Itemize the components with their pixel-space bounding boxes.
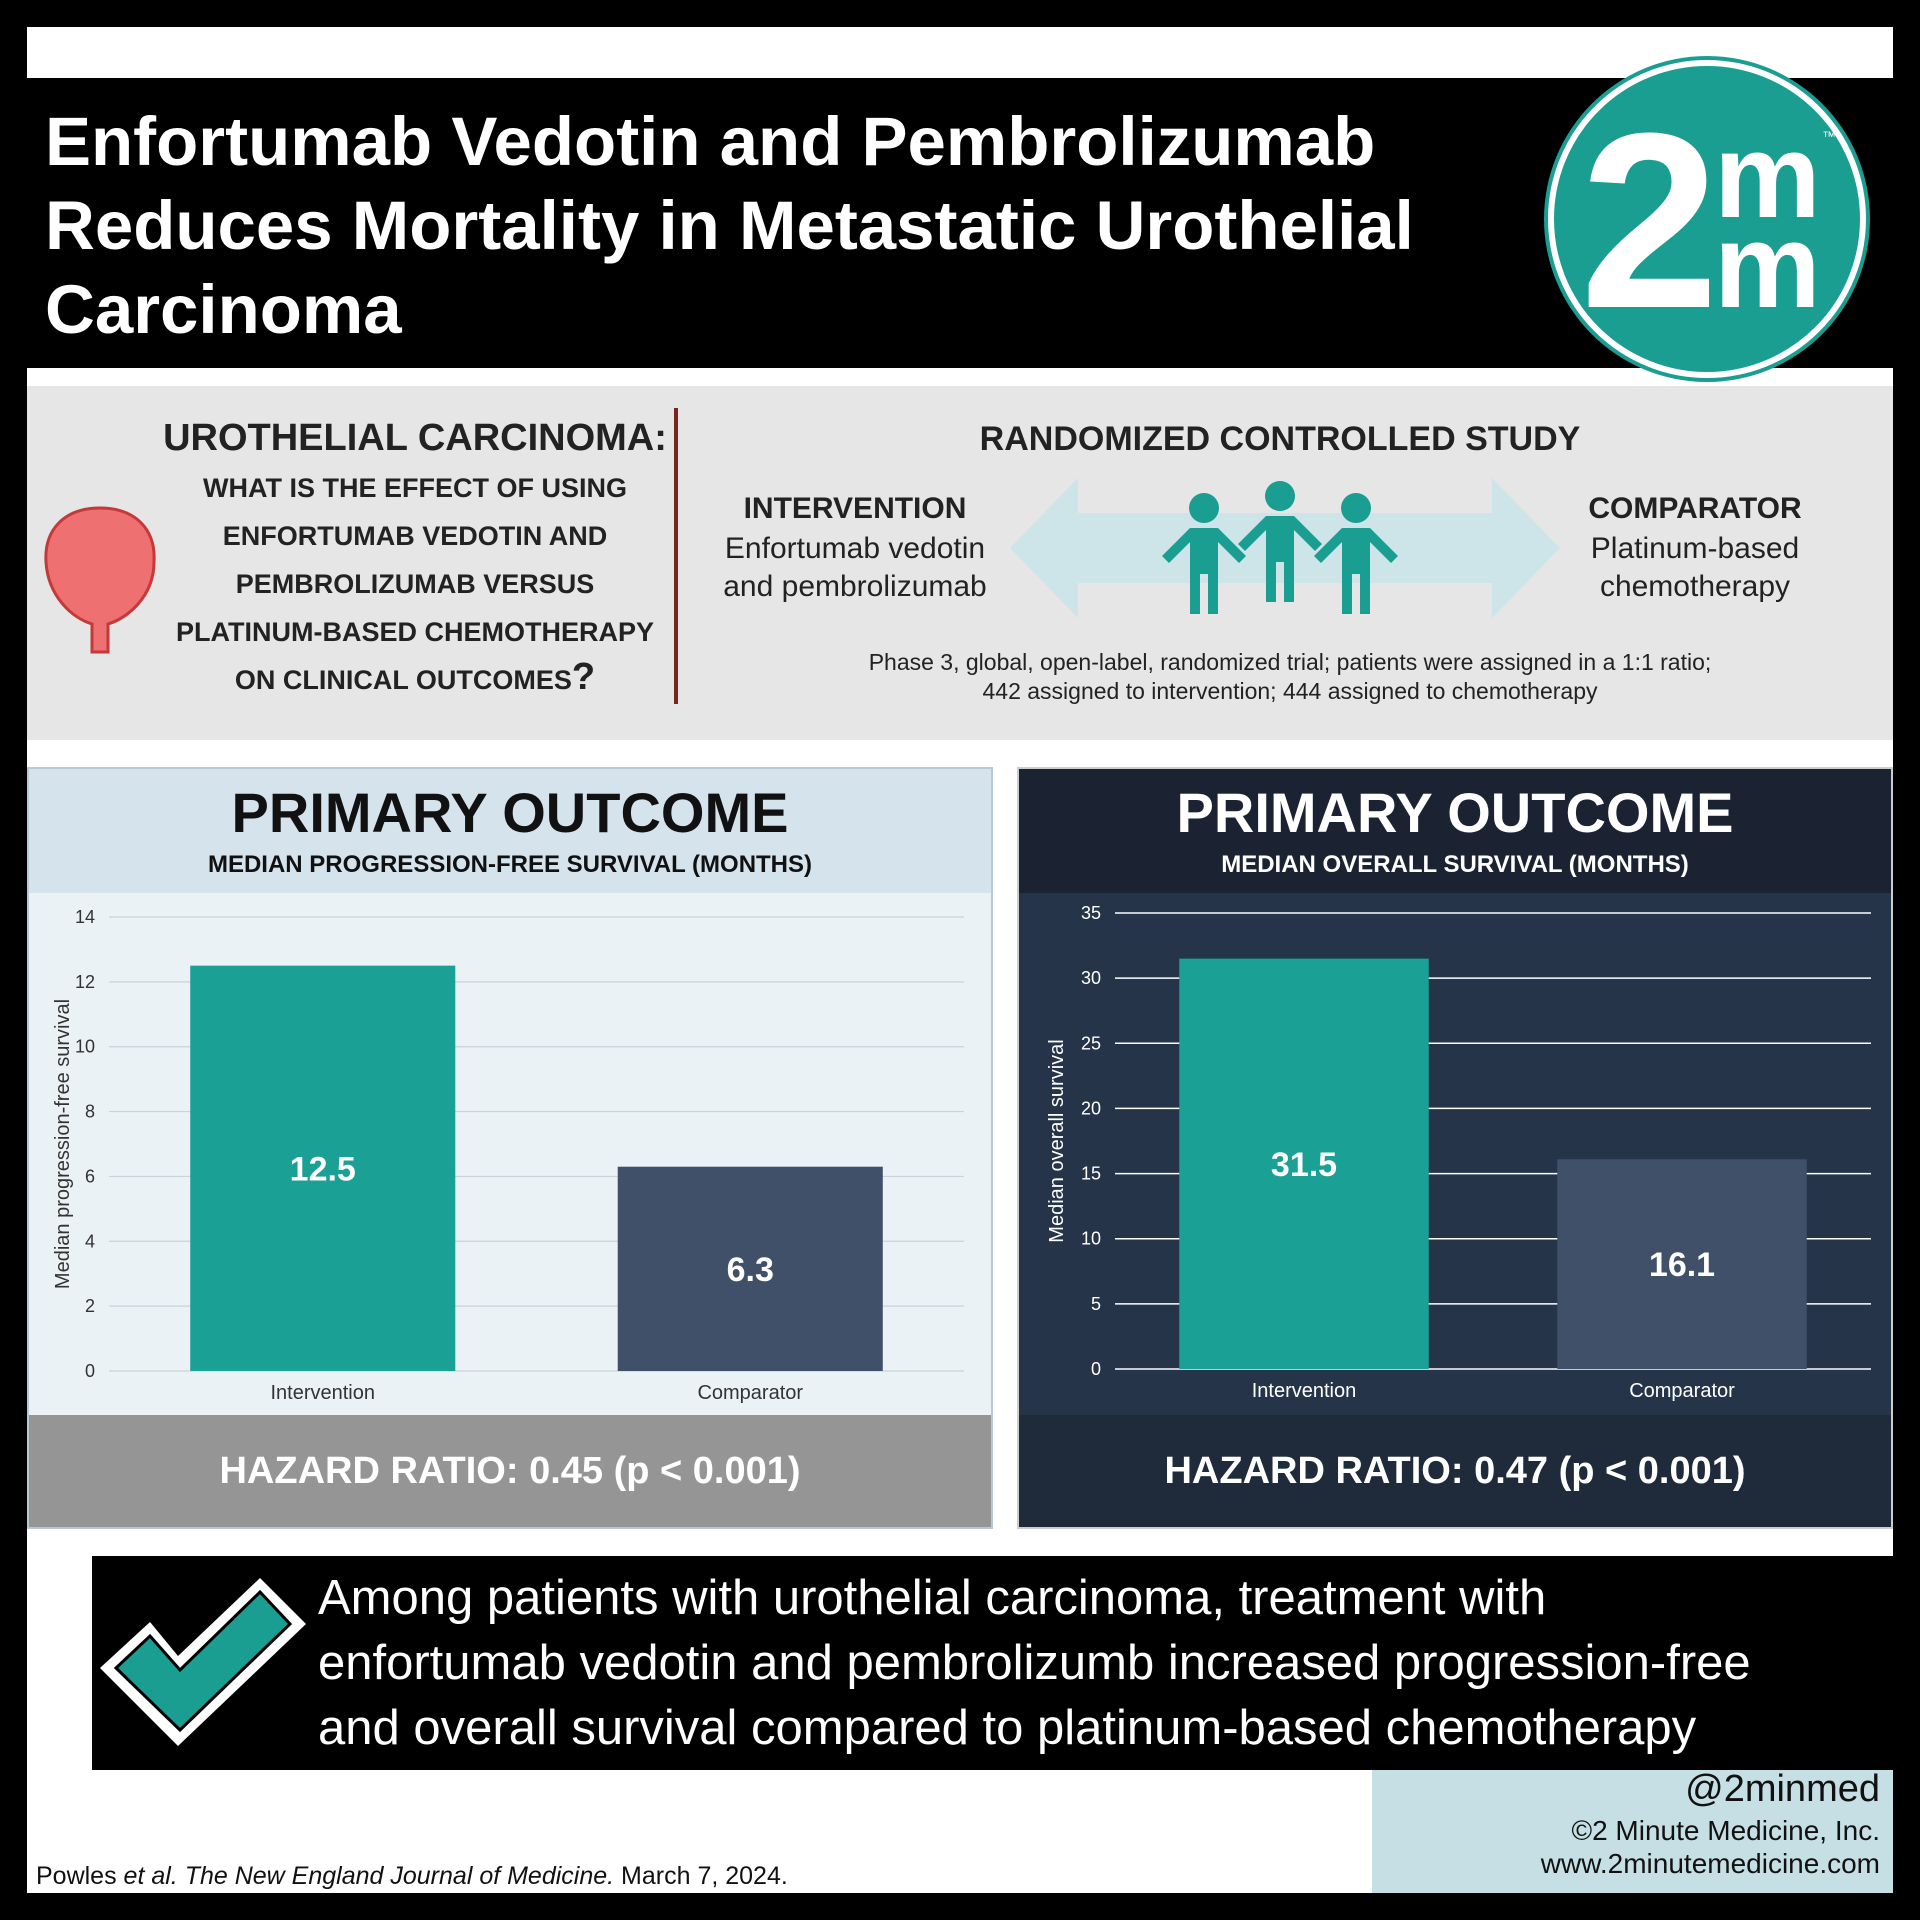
social-handle: @2minmed — [1685, 1768, 1880, 1810]
os-bar-comparator — [1557, 1159, 1807, 1369]
website: www.2minutemedicine.com — [1540, 1848, 1880, 1879]
os-data-label: 16.1 — [1649, 1246, 1715, 1284]
page-title: Enfortumab Vedotin and Pembrolizumab Red… — [45, 103, 1414, 348]
conclusion-text: Among patients with urothelial carcinoma… — [318, 1571, 1751, 1755]
logo-trademark: ™ — [1822, 128, 1836, 144]
citation-etal: et al. — [123, 1862, 178, 1890]
pfs-y-tick-label: 12 — [75, 972, 95, 992]
os-panel: PRIMARY OUTCOME MEDIAN OVERALL SURVIVAL … — [1017, 767, 1893, 1529]
bladder-icon — [44, 506, 156, 654]
pfs-panel-header: PRIMARY OUTCOME MEDIAN PROGRESSION-FREE … — [29, 769, 991, 893]
pfs-y-tick-label: 10 — [75, 1037, 95, 1057]
study-note: Phase 3, global, open-label, randomized … — [868, 649, 1712, 704]
pfs-y-tick-label: 2 — [85, 1296, 95, 1316]
os-y-tick-label: 25 — [1081, 1033, 1101, 1053]
pfs-bar-chart: 0 2 4 6 8 10 12 14 12.5 Intervention 6.3 Comparator… — [52, 907, 964, 1404]
os-panel-subtitle: MEDIAN OVERALL SURVIVAL (MONTHS) — [1221, 851, 1689, 878]
pfs-data-label: 12.5 — [290, 1150, 356, 1188]
pfs-y-tick-label: 8 — [85, 1102, 95, 1122]
os-y-tick-label: 35 — [1081, 903, 1101, 923]
os-bar-chart: 0 5 10 15 20 25 30 35 31.5 Intervention 16.1 Compar… — [1046, 903, 1871, 1402]
people-icon — [1162, 481, 1398, 614]
os-panel-title: PRIMARY OUTCOME — [1176, 781, 1734, 844]
citation-date: March 7, 2024. — [614, 1862, 788, 1890]
os-hazard-ratio: HAZARD RATIO: 0.47 (p < 0.001) — [1019, 1415, 1891, 1527]
os-y-tick-label: 0 — [1091, 1359, 1101, 1379]
logo-letter-top: m — [1714, 109, 1821, 243]
checkmark-icon — [100, 1578, 306, 1746]
research-question: UROTHELIAL CARCINOMA: WHAT IS THE EFFECT… — [160, 415, 670, 702]
study-panel — [27, 386, 1893, 740]
question-mark: ? — [571, 656, 596, 698]
question-lead: UROTHELIAL CARCINOMA: — [163, 417, 667, 459]
intervention-text: Enfortumab vedotin and pembrolizumab — [723, 532, 987, 603]
footer-box — [1372, 1770, 1893, 1893]
pfs-y-tick-label: 4 — [85, 1231, 95, 1251]
logo-letter-bottom: m — [1714, 199, 1821, 333]
pfs-y-tick-label: 0 — [85, 1361, 95, 1381]
pfs-y-tick-label: 6 — [85, 1166, 95, 1186]
os-y-axis-label: Median overall survival — [1046, 1039, 1068, 1242]
os-data-label: 31.5 — [1271, 1146, 1337, 1184]
os-y-tick-label: 10 — [1081, 1229, 1101, 1249]
citation: Powles et al. The New England Journal of… — [36, 1862, 788, 1891]
pfs-y-axis-label: Median progression-free survival — [52, 999, 74, 1289]
os-bar-intervention — [1179, 958, 1429, 1369]
os-x-tick-label: Comparator — [1629, 1380, 1735, 1402]
os-y-tick-label: 5 — [1091, 1294, 1101, 1314]
pfs-panel: PRIMARY OUTCOME MEDIAN PROGRESSION-FREE … — [27, 767, 993, 1529]
study-design-title: RANDOMIZED CONTROLLED STUDY — [979, 420, 1581, 458]
pfs-bar-intervention — [190, 965, 456, 1371]
os-x-tick-label: Intervention — [1252, 1380, 1357, 1402]
logo-digit: 2 — [1580, 81, 1719, 360]
pfs-x-tick-label: Intervention — [270, 1382, 375, 1404]
intervention-heading: INTERVENTION — [743, 492, 967, 525]
2mm-logo: 2 m m ™ — [1548, 60, 1866, 378]
pfs-y-tick-label: 14 — [75, 907, 95, 927]
citation-journal: The New England Journal of Medicine. — [177, 1862, 615, 1890]
pfs-panel-subtitle: MEDIAN PROGRESSION-FREE SURVIVAL (MONTHS… — [207, 851, 813, 878]
conclusion-bar — [92, 1556, 1893, 1770]
copyright: ©2 Minute Medicine, Inc. — [1571, 1815, 1880, 1846]
os-y-tick-label: 30 — [1081, 968, 1101, 988]
pfs-hazard-ratio: HAZARD RATIO: 0.45 (p < 0.001) — [29, 1415, 991, 1527]
pfs-data-label: 6.3 — [727, 1251, 774, 1289]
question-body: WHAT IS THE EFFECT OF USING ENFORTUMAB V… — [176, 473, 654, 695]
comparator-heading: COMPARATOR — [1588, 492, 1802, 525]
divider — [674, 408, 678, 704]
citation-author: Powles — [36, 1862, 124, 1890]
pfs-panel-title: PRIMARY OUTCOME — [231, 781, 789, 844]
os-panel-header: PRIMARY OUTCOME MEDIAN OVERALL SURVIVAL … — [1019, 769, 1891, 893]
os-y-tick-label: 20 — [1081, 1098, 1101, 1118]
os-y-tick-label: 15 — [1081, 1164, 1101, 1184]
comparator-text: Platinum-based chemotherapy — [1590, 532, 1800, 603]
pfs-bar-comparator — [617, 1166, 883, 1371]
pfs-x-tick-label: Comparator — [697, 1382, 803, 1404]
